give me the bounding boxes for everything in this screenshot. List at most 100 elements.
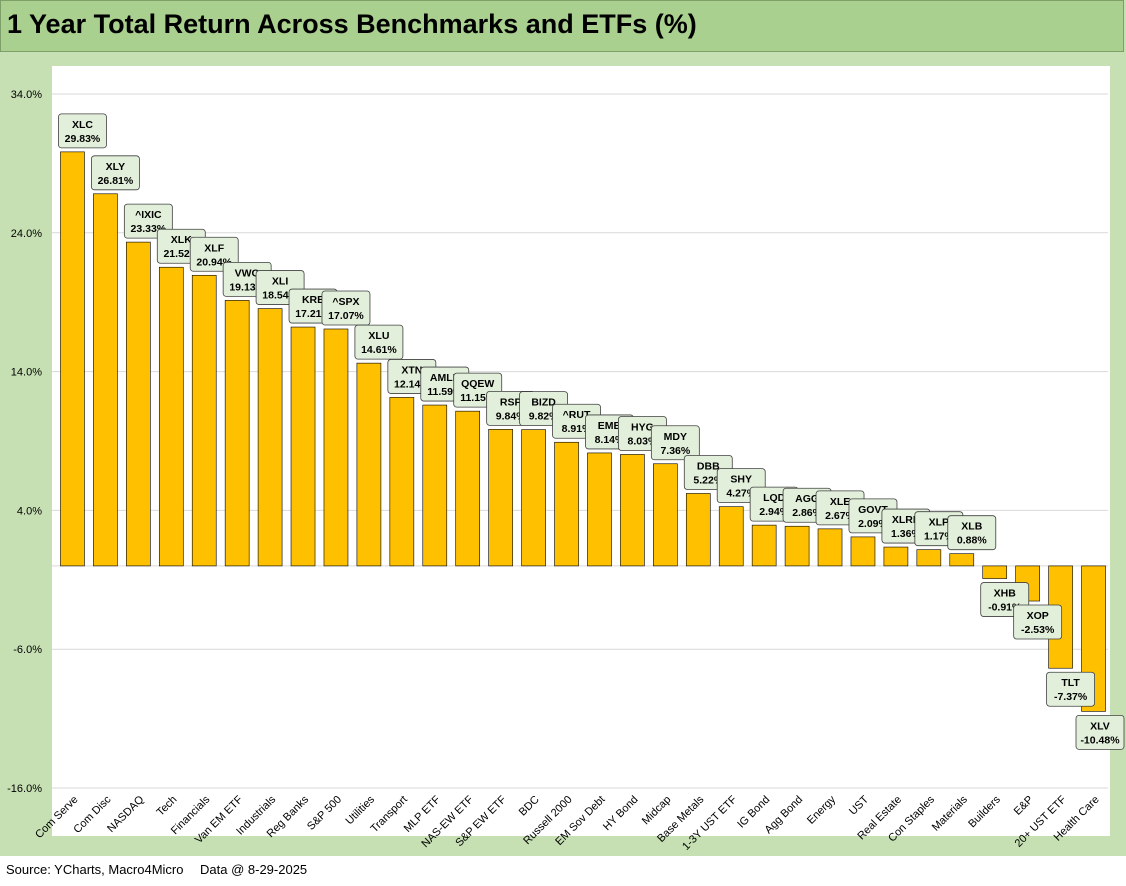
ticker-label: VWO [235, 267, 260, 279]
ticker-label: XHB [994, 588, 1017, 600]
data-label-box [1046, 671, 1095, 707]
ticker-label: HYG [631, 421, 654, 433]
ticker-label: XLRE [892, 514, 920, 526]
bar [191, 274, 217, 567]
value-label: 7.36% [660, 445, 690, 457]
y-tick-label: -6.0% [13, 644, 42, 656]
bar [554, 441, 579, 567]
ticker-label: SHY [730, 474, 752, 486]
bar [718, 506, 744, 567]
bar [356, 362, 382, 567]
bar [422, 404, 448, 567]
bar [60, 151, 85, 567]
ticker-label: MDY [664, 431, 687, 443]
data-label-box [1013, 604, 1063, 640]
bar [949, 553, 975, 567]
value-label: 5.22% [693, 474, 723, 486]
data-label: HYG 8.03% [618, 416, 667, 451]
bar [158, 266, 184, 567]
ticker-label: AMLP [430, 372, 460, 384]
data-label: MDY 7.36% [650, 425, 700, 461]
ticker-label: GOVT [858, 504, 888, 516]
ticker-label: KRE [302, 294, 324, 306]
value-label: 8.03% [628, 435, 658, 447]
value-label: 26.81% [98, 175, 134, 187]
ticker-label: ^RUT [563, 409, 591, 421]
value-label: 14.61% [361, 344, 397, 356]
ticker-label: QQEW [461, 378, 494, 390]
y-tick-label: -16.0% [7, 783, 42, 795]
value-label: 1.36% [891, 528, 921, 540]
value-label: 2.09% [858, 518, 888, 530]
bar [389, 397, 415, 567]
bar [850, 536, 876, 567]
ticker-label: BIZD [531, 397, 556, 409]
ticker-label: XLU [368, 330, 389, 342]
bar [620, 454, 645, 567]
data-label: TLT -7.37% [1046, 671, 1095, 707]
data-label: XLV -10.48% [1075, 714, 1125, 750]
ticker-label: DBB [697, 460, 720, 472]
bar [455, 410, 481, 567]
data-label-box [58, 113, 107, 149]
data-label: XLC 29.83% [58, 113, 107, 149]
value-label: 1.17% [924, 531, 954, 543]
y-axis: 34.0% 24.0% 14.0% 4.0% -6.0% -16.0% [7, 89, 42, 795]
data-label: XLB 0.88% [947, 515, 997, 551]
ticker-label: XLE [830, 496, 850, 508]
value-label: 2.86% [792, 507, 822, 519]
bar [323, 328, 349, 567]
value-label: 0.88% [957, 535, 987, 547]
ticker-label: XTN [401, 364, 422, 376]
footer: Source: YCharts, Macro4Micro Data @ 8-29… [0, 856, 1126, 886]
data-label: XLY 26.81% [91, 155, 140, 191]
data-date: Data @ 8-29-2025 [200, 862, 308, 877]
bar [488, 429, 513, 567]
bar [751, 524, 777, 567]
value-label: 2.67% [825, 510, 855, 522]
ticker-label: XLI [272, 276, 288, 288]
data-label-box [354, 324, 404, 360]
data-label: XOP -2.53% [1013, 604, 1063, 640]
data-label-box [947, 515, 997, 551]
bar [224, 300, 250, 567]
data-label: ^SPX 17.07% [321, 290, 371, 326]
value-label: 8.14% [595, 434, 625, 446]
bar [982, 565, 1008, 579]
bar [817, 528, 843, 567]
bar [93, 193, 118, 567]
source-note: Source: YCharts, Macro4Micro [6, 862, 184, 877]
value-label: 29.83% [65, 133, 101, 145]
y-tick-label: 14.0% [11, 367, 42, 379]
bar [126, 241, 151, 567]
value-label: -2.53% [1021, 624, 1055, 636]
value-label: 2.94% [759, 506, 789, 518]
ticker-label: XLV [1090, 720, 1110, 732]
ticker-label: ^SPX [332, 296, 359, 308]
ticker-label: XLF [204, 242, 224, 254]
bar-chart: 34.0%24.0%14.0%4.0%-6.0%-16.0% Com Serve… [7, 66, 1125, 853]
y-tick-label: 34.0% [11, 89, 42, 101]
title-bar: 1 Year Total Return Across Benchmarks an… [0, 0, 1124, 52]
value-label: 9.84% [496, 410, 526, 422]
value-label: -10.48% [1080, 734, 1120, 746]
data-label-box [91, 155, 140, 191]
ticker-label: XLC [72, 119, 93, 131]
ticker-label: ^IXIC [135, 209, 162, 221]
bar [784, 525, 810, 567]
bar [685, 493, 711, 567]
ticker-label: AGG [795, 493, 819, 505]
ticker-label: LQD [763, 492, 786, 504]
data-label-box [1075, 714, 1125, 750]
ticker-label: XLK [171, 234, 192, 246]
ticker-label: RSP [500, 396, 522, 408]
value-label: 17.07% [328, 310, 364, 322]
ticker-label: XLB [961, 521, 982, 533]
data-label-box [321, 290, 371, 326]
y-tick-label: 4.0% [17, 505, 42, 517]
ticker-label: XLP [929, 517, 949, 529]
ticker-label: XLY [106, 161, 125, 173]
